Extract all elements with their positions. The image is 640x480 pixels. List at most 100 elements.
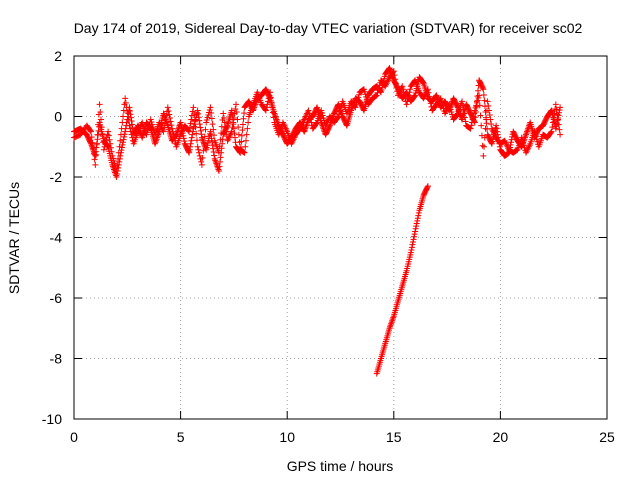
cluster-point [554,117,561,124]
cluster-point [208,115,215,122]
cluster-point [118,125,125,132]
arc-point [390,314,397,321]
cluster-point [222,124,229,131]
cluster-point [213,161,220,168]
cluster-point [206,106,213,113]
cluster-point [149,121,156,128]
cluster-point [319,109,326,116]
arc-point [424,183,431,190]
cluster-point [268,99,275,106]
arc-point [410,236,417,243]
cluster-point [93,151,100,158]
cluster-point [101,143,108,150]
cluster-point [230,119,237,126]
cluster-point [124,108,131,115]
arc-point [389,317,396,324]
cluster-point [420,79,427,86]
cluster-point [481,143,488,150]
cluster-point [122,95,129,102]
cluster-point [473,99,480,106]
cluster-point [522,131,529,138]
cluster-point [264,101,271,108]
y-tick-label: 2 [54,48,62,64]
cluster-point [372,93,379,100]
cluster-point [189,131,196,138]
cluster-point [116,158,123,165]
cluster-point [404,98,411,105]
arc-point [412,228,419,235]
cluster-point [390,69,397,76]
cluster-point [338,103,345,110]
cluster-point [487,116,494,123]
cluster-point [186,146,193,153]
cluster-point [149,124,156,131]
y-tick-label: -4 [50,230,63,246]
x-tick-label: 15 [386,429,402,445]
cluster-point [193,130,200,137]
cluster-point [96,101,103,108]
cluster-point [470,113,477,120]
cluster-point [242,137,249,144]
data-points [71,65,564,377]
cluster-point [242,143,249,150]
cluster-point [468,122,475,129]
cluster-point [169,125,176,132]
cluster-point [319,112,326,119]
cluster-point [110,155,117,162]
cluster-point [476,92,483,99]
cluster-point [127,128,134,135]
arc-point [408,244,415,251]
cluster-point [170,131,177,138]
cluster-point [375,84,382,91]
cluster-point [221,119,228,126]
cluster-point [196,149,203,156]
cluster-point [110,157,117,164]
cluster-point [163,112,170,119]
cluster-point [355,94,362,101]
y-tick-label: -6 [50,290,63,306]
y-tick-label: 0 [54,109,62,125]
cluster-point [520,139,527,146]
cluster-point [193,137,200,144]
cluster-point [91,156,98,163]
cluster-point [481,134,488,141]
cluster-point [118,147,125,154]
arc-point [407,249,414,256]
cluster-point [234,116,241,123]
cluster-point [336,110,343,117]
cluster-point [98,124,105,131]
x-axis-label: GPS time / hours [287,458,394,474]
cluster-point [468,119,475,126]
cluster-point [391,72,398,79]
cluster-point [120,136,127,143]
cluster-point [169,128,176,135]
cluster-point [218,130,225,137]
cluster-point [373,92,380,99]
cluster-point [462,118,469,125]
cluster-point [485,102,492,109]
cluster-point [353,99,360,106]
cluster-point [197,127,204,134]
cluster-point [519,137,526,144]
cluster-point [185,127,192,134]
cluster-point [269,109,276,116]
cluster-point [117,152,124,159]
cluster-point [427,100,434,107]
cluster-point [556,107,563,114]
cluster-point [164,104,171,111]
cluster-point [484,98,491,105]
cluster-point [407,86,414,93]
cluster-point [374,89,381,96]
cluster-point [186,128,193,135]
cluster-point [144,126,151,133]
cluster-point [318,107,325,114]
cluster-point [400,89,407,96]
cluster-point [240,149,247,156]
cluster-point [200,139,207,146]
arc-point [387,323,394,330]
cluster-point [375,87,382,94]
cluster-point [549,119,556,126]
x-tick-label: 25 [599,429,615,445]
cluster-point [188,116,195,123]
cluster-point [208,135,215,142]
